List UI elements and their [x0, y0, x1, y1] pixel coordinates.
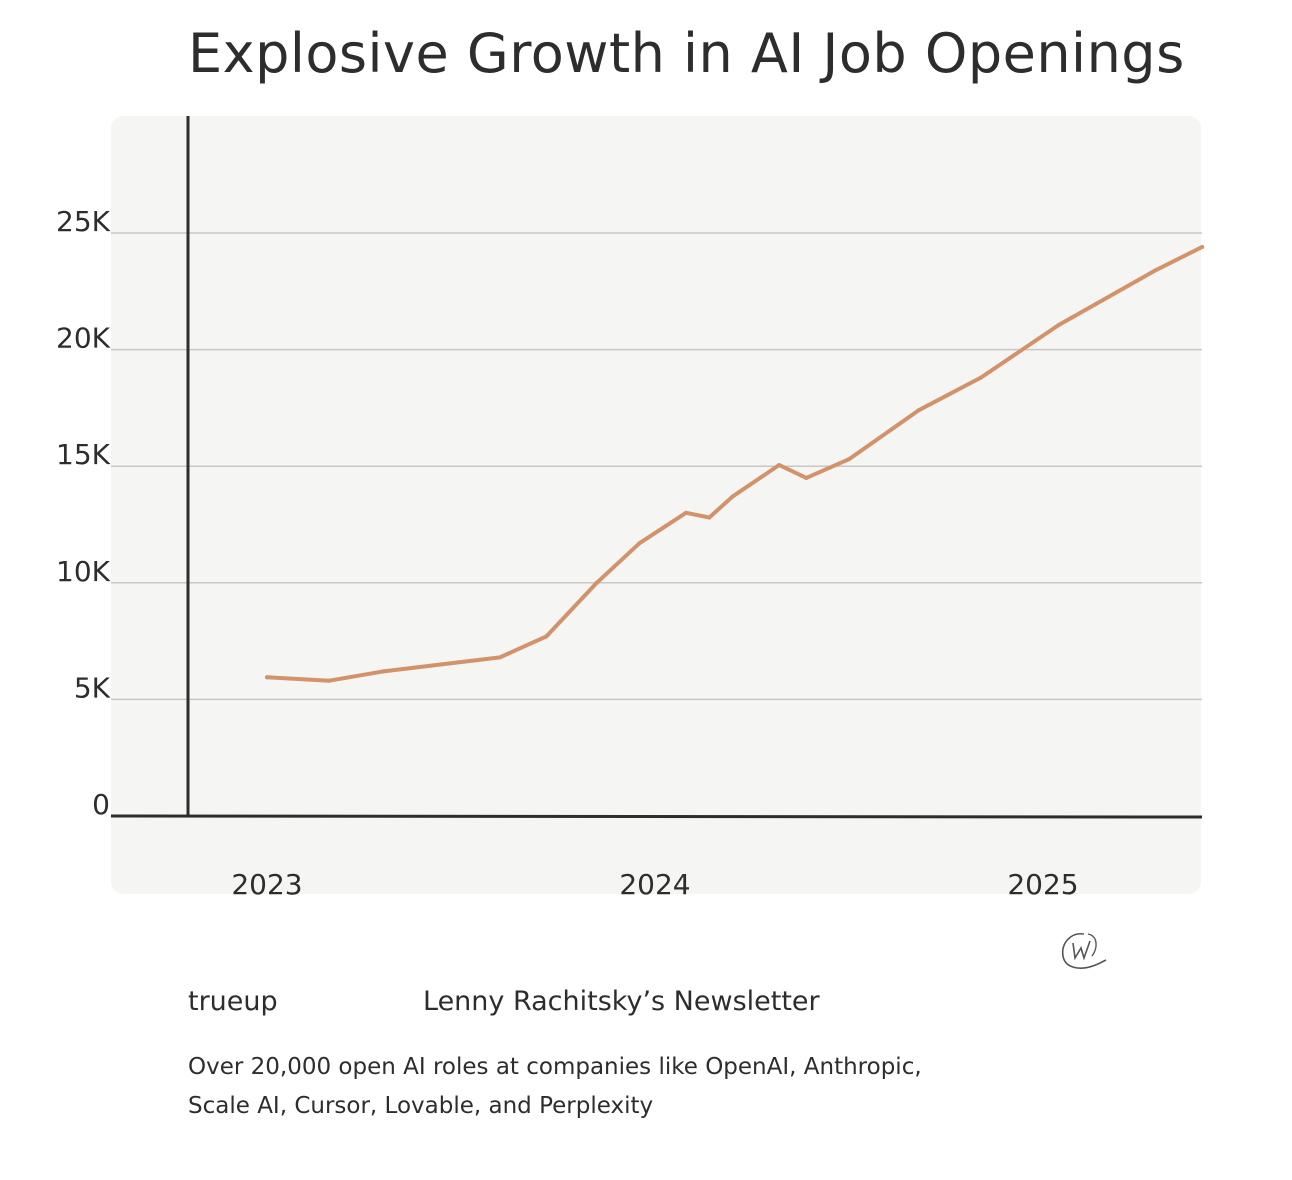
x-tick-labels: 2023 2024 2025	[231, 868, 1078, 901]
data-point	[777, 463, 782, 468]
y-tick-label: 0	[92, 788, 110, 821]
caption-line-1: Over 20,000 open AI roles at companies l…	[188, 1054, 922, 1080]
caption-line-2: Scale AI, Cursor, Lovable, and Perplexit…	[188, 1093, 654, 1119]
data-point	[847, 457, 851, 462]
data-point	[707, 515, 712, 520]
source-trueup: trueup	[188, 986, 278, 1017]
data-point	[594, 580, 599, 585]
chart-area: 0 5K 10K 15K 20K 25K 2023 2024 2025	[56, 116, 1205, 901]
data-point	[327, 678, 332, 683]
y-tick-labels: 0 5K 10K 15K 20K 25K	[56, 205, 111, 821]
x-tick-label: 2024	[619, 868, 690, 901]
data-point	[1056, 323, 1061, 328]
caption: Over 20,000 open AI roles at companies l…	[188, 1048, 1088, 1126]
data-point	[916, 408, 921, 413]
x-tick-label: 2025	[1007, 868, 1078, 901]
data-point	[637, 541, 642, 546]
watermark-logo-icon	[1061, 933, 1107, 969]
data-point	[265, 675, 269, 680]
chart-title: Explosive Growth in AI Job Openings	[188, 22, 1185, 85]
y-tick-label: 25K	[56, 205, 111, 238]
series-line	[265, 245, 1205, 683]
x-tick-label: 2023	[231, 868, 302, 901]
data-point	[730, 494, 735, 499]
data-point	[684, 510, 689, 515]
data-point	[804, 475, 809, 480]
source-newsletter: Lenny Rachitsky’s Newsletter	[423, 986, 820, 1017]
data-point	[1153, 268, 1158, 273]
x-axis	[110, 814, 1203, 819]
y-tick-label: 5K	[74, 671, 111, 704]
data-point	[381, 669, 386, 674]
data-point	[978, 375, 983, 380]
series-group	[265, 244, 1205, 683]
y-tick-label: 20K	[56, 322, 111, 355]
y-tick-label: 10K	[56, 555, 111, 588]
data-point	[497, 655, 502, 660]
data-point	[1200, 244, 1205, 249]
y-tick-label: 15K	[56, 438, 111, 471]
data-point	[544, 634, 549, 639]
